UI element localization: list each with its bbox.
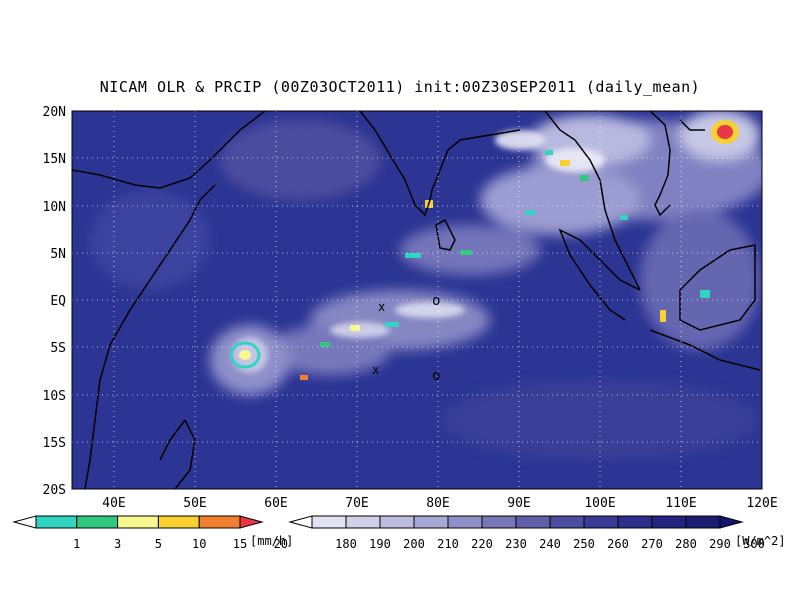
colorbar-tick-label: 270	[641, 537, 663, 551]
colorbar-swatch	[198, 515, 241, 529]
colorbar-swatch	[549, 515, 585, 529]
colorbar-tick-label: 180	[335, 537, 357, 551]
colorbar-tick-label: 10	[192, 537, 206, 551]
colorbar-end-triangle	[719, 515, 744, 529]
lat-tick-label: 10S	[43, 389, 66, 404]
lon-tick-label: 110E	[665, 496, 696, 511]
lat-tick-label: 20S	[43, 483, 66, 498]
precip-blobs	[229, 120, 739, 380]
colorbar-tick-label: 300	[743, 537, 765, 551]
map-frame	[71, 110, 763, 490]
colorbar-tick-label: 1	[73, 537, 80, 551]
colorbar-tick-label: 15	[233, 537, 247, 551]
lon-tick-label: 90E	[507, 496, 530, 511]
lat-tick-label: 10N	[43, 200, 66, 215]
colorbar-swatch	[35, 515, 78, 529]
lat-tick-label: 15N	[43, 152, 66, 167]
colorbar-tick-label: 210	[437, 537, 459, 551]
colorbar-swatch	[447, 515, 483, 529]
colorbar-swatch	[413, 515, 449, 529]
colorbar-tick-label: 290	[709, 537, 731, 551]
colorbar-end-triangle	[288, 515, 313, 529]
colorbar-tick-label: 3	[114, 537, 121, 551]
colorbar-end-triangle	[12, 515, 37, 529]
lat-tick-label: EQ	[50, 294, 66, 309]
colorbar-tick-label: 260	[607, 537, 629, 551]
colorbar-tick-label: 20	[274, 537, 288, 551]
colorbar-swatch	[481, 515, 517, 529]
precip-unit-label: [mm/h]	[250, 534, 293, 548]
colorbar-tick-label: 240	[539, 537, 561, 551]
lat-tick-labels: 20N 15N 10N 5N EQ 5S 10S 15S 20S	[43, 105, 67, 498]
colorbar-swatch	[617, 515, 653, 529]
lon-tick-label: 40E	[102, 496, 125, 511]
lat-tick-label: 20N	[43, 105, 66, 120]
colorbar-tick-label: 220	[471, 537, 493, 551]
lon-tick-label: 120E	[746, 496, 777, 511]
colorbar-swatch	[76, 515, 119, 529]
colorbar-swatch	[117, 515, 159, 529]
colorbar-swatch	[515, 515, 551, 529]
lon-tick-label: 100E	[584, 496, 615, 511]
colorbar-swatch	[379, 515, 415, 529]
lat-tick-label: 5N	[50, 247, 66, 262]
lon-tick-label: 70E	[345, 496, 368, 511]
lon-tick-label: 60E	[264, 496, 287, 511]
coastlines	[72, 111, 761, 489]
lat-tick-label: 5S	[50, 341, 66, 356]
colorbar-swatch	[157, 515, 200, 529]
map-grid	[72, 111, 762, 489]
map-title: NICAM OLR & PRCIP (00Z03OCT2011) init:00…	[99, 78, 701, 96]
colorbar-tick-label: 200	[403, 537, 425, 551]
station-markers: x x o o	[372, 293, 440, 384]
lon-tick-label: 50E	[183, 496, 206, 511]
colorbar-swatch	[583, 515, 619, 529]
colorbar-swatch	[685, 515, 721, 529]
precip-colorbar: 1 3 5 10 15 20	[12, 515, 288, 551]
circle-marker: o	[432, 293, 440, 309]
colorbar-tick-label: 280	[675, 537, 697, 551]
olr-colorbar: 180 190 200 210 220 230 240 250 260 270 280 290 300	[288, 515, 765, 551]
colorbar-tick-label: 250	[573, 537, 595, 551]
colorbar-end-triangle	[239, 515, 264, 529]
colorbar-swatch	[311, 515, 347, 529]
lon-tick-labels: 40E 50E 60E 70E 80E 90E 100E 110E 120E	[102, 496, 777, 511]
lon-tick-label: 80E	[426, 496, 449, 511]
olr-unit-label: [W/m^2]	[735, 534, 786, 548]
circle-marker: o	[432, 368, 440, 384]
cross-marker: x	[372, 363, 379, 377]
lat-tick-label: 15S	[43, 436, 66, 451]
colorbar-tick-label: 5	[155, 537, 162, 551]
colorbar-tick-label: 190	[369, 537, 391, 551]
colorbar-swatch	[651, 515, 687, 529]
colorbar-swatch	[345, 515, 381, 529]
cross-marker: x	[378, 300, 385, 314]
colorbar-tick-label: 230	[505, 537, 527, 551]
